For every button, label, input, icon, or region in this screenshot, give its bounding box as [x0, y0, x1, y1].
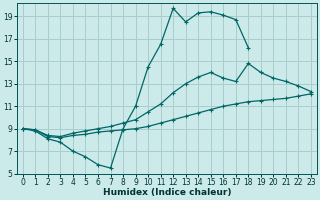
X-axis label: Humidex (Indice chaleur): Humidex (Indice chaleur) [103, 188, 231, 197]
